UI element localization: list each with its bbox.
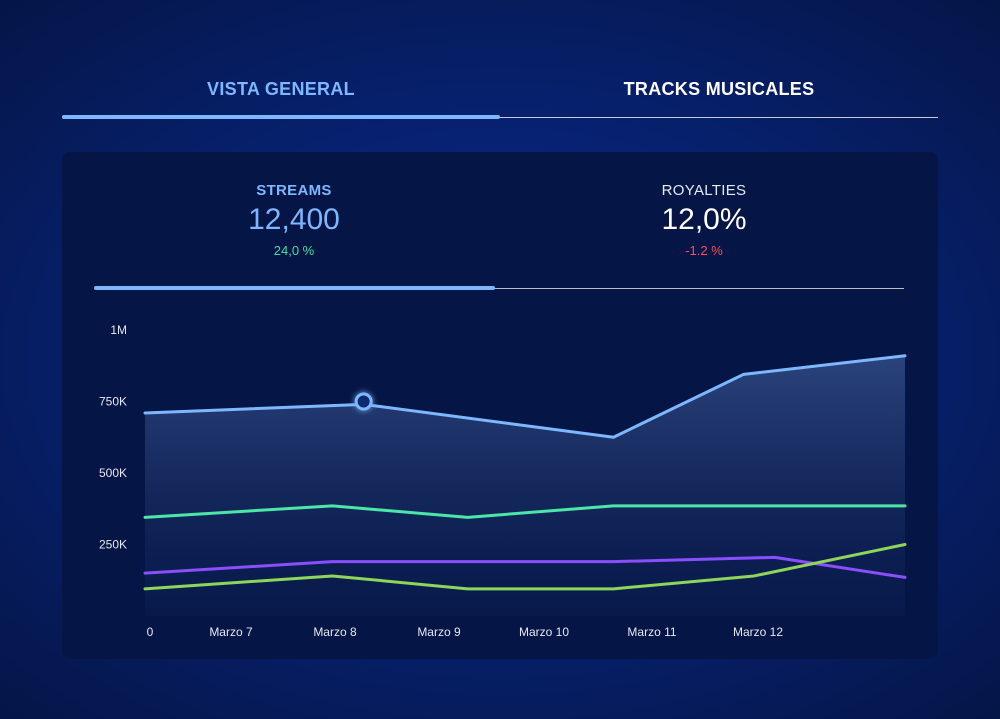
y-tick-label: 1M — [110, 323, 127, 337]
series-area — [145, 355, 905, 616]
y-tick-label: 500K — [99, 466, 127, 480]
metric-divider — [94, 288, 904, 289]
metric-active-indicator — [94, 286, 495, 290]
x-tick-label: Marzo 10 — [519, 625, 569, 639]
tab-tracks-musicales[interactable]: TRACKS MUSICALES — [623, 78, 815, 99]
x-tick-label: 0 — [147, 625, 154, 639]
tab-vista-general[interactable]: VISTA GENERAL — [207, 78, 355, 99]
x-tick-label: Marzo 11 — [627, 625, 676, 639]
x-tick-label: Marzo 8 — [313, 625, 357, 639]
series-line-2 — [143, 504, 907, 519]
metric-value: 12,0% — [661, 203, 747, 236]
series-line-4 — [143, 543, 907, 591]
x-tick-label: Marzo 9 — [417, 625, 461, 639]
metric-royalties[interactable]: ROYALTIES 12,0% -1.2 % — [504, 182, 904, 258]
highlight-point[interactable] — [354, 392, 373, 411]
metric-label: ROYALTIES — [661, 182, 747, 199]
tab-divider — [62, 117, 938, 118]
tab-active-indicator — [62, 115, 500, 119]
y-tick-label: 750K — [99, 395, 127, 409]
metric-streams[interactable]: STREAMS 12,400 24,0 % — [94, 182, 494, 258]
y-tick-label: 250K — [99, 538, 127, 552]
x-tick-label: Marzo 7 — [209, 625, 253, 639]
top-tab-bar: VISTA GENERAL TRACKS MUSICALES — [62, 62, 938, 120]
metric-label: STREAMS — [256, 182, 332, 199]
metric-change: 24,0 % — [273, 243, 315, 258]
metric-value: 12,400 — [248, 203, 340, 236]
series-line-1 — [143, 354, 907, 439]
x-tick-label: Marzo 12 — [733, 625, 783, 639]
metric-change: -1.2 % — [685, 243, 723, 258]
